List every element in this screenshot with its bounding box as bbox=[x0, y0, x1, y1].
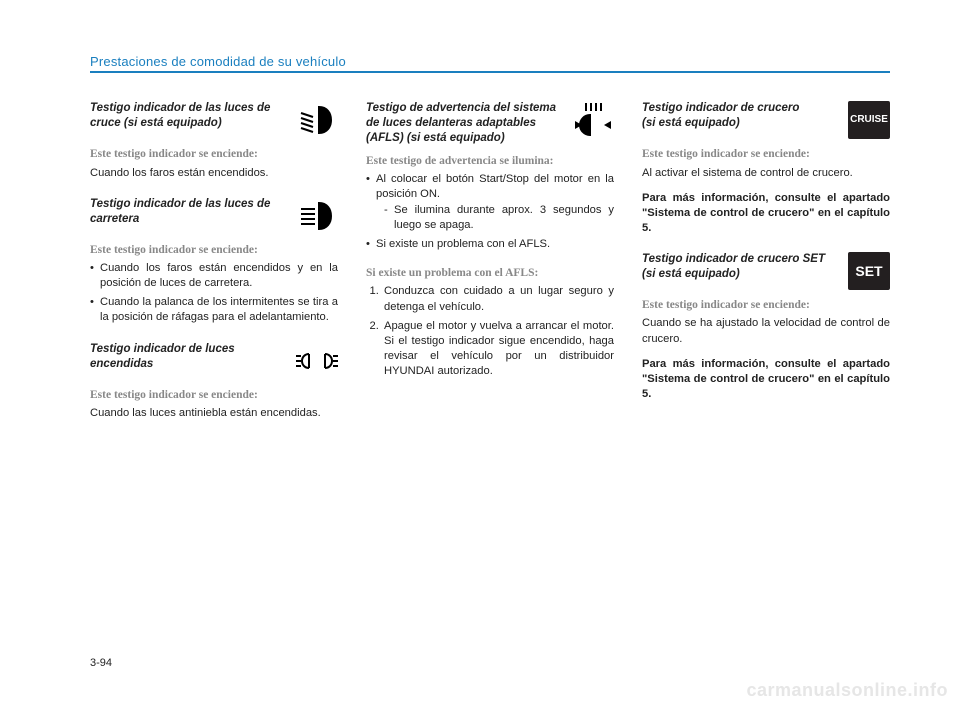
title: Testigo indicador de luces encendidas bbox=[90, 342, 288, 372]
page-number: 3-94 bbox=[90, 657, 112, 669]
subhead: Este testigo indicador se enciende: bbox=[642, 147, 890, 163]
block-high-beam: Testigo indicador de las luces de carret… bbox=[90, 197, 338, 326]
body-text: Al activar el sistema de control de cruc… bbox=[642, 166, 890, 181]
cruise-icon: CRUISE bbox=[848, 101, 890, 139]
block-cruise-set: Testigo indicador de crucero SET (si est… bbox=[642, 252, 890, 402]
subhead: Este testigo de advertencia se ilumina: bbox=[366, 154, 614, 170]
title: Testigo indicador de las luces de carret… bbox=[90, 197, 288, 227]
section-header: Prestaciones de comodidad de su vehículo bbox=[90, 54, 890, 69]
dash-item: Se ilumina durante aprox. 3 segundos y l… bbox=[376, 203, 614, 233]
numbered-list: Conduzca con cuidado a un lugar seguro y… bbox=[366, 284, 614, 379]
list-item: Cuando los faros están encendidos y en l… bbox=[90, 261, 338, 291]
reference: Para más información, consulte el aparta… bbox=[642, 191, 890, 236]
header-rule bbox=[90, 71, 890, 73]
subhead: Este testigo indicador se enciende: bbox=[90, 388, 338, 404]
set-icon: SET bbox=[848, 252, 890, 290]
subhead: Este testigo indicador se enciende: bbox=[642, 298, 890, 314]
column-1: Testigo indicador de las luces de cruce … bbox=[90, 101, 338, 437]
body-text: Cuando los faros están encendidos. bbox=[90, 166, 338, 181]
high-beam-icon bbox=[296, 197, 338, 235]
column-3: Testigo indicador de crucero (si está eq… bbox=[642, 101, 890, 437]
subhead: Este testigo indicador se enciende: bbox=[90, 243, 338, 259]
list-item: Cuando la palanca de los intermitentes s… bbox=[90, 295, 338, 325]
subhead: Este testigo indicador se enciende: bbox=[90, 147, 338, 163]
columns: Testigo indicador de las luces de cruce … bbox=[90, 101, 890, 437]
block-cruise: Testigo indicador de crucero (si está eq… bbox=[642, 101, 890, 236]
body-text: Cuando se ha ajustado la velocidad de co… bbox=[642, 316, 890, 346]
column-2: Testigo de advertencia del sistema de lu… bbox=[366, 101, 614, 437]
list-item: Si existe un problema con el AFLS. bbox=[366, 237, 614, 252]
title: Testigo indicador de las luces de cruce … bbox=[90, 101, 288, 131]
block-fog-lights: Testigo indicador de luces encendidas bbox=[90, 342, 338, 422]
fog-light-icon bbox=[296, 342, 338, 380]
title: Testigo indicador de crucero (si está eq… bbox=[642, 101, 840, 131]
afls-icon bbox=[572, 101, 614, 139]
subhead: Si existe un problema con el AFLS: bbox=[366, 266, 614, 282]
list-item-text: Al colocar el botón Start/Stop del motor… bbox=[376, 173, 614, 200]
bullet-list: Al colocar el botón Start/Stop del motor… bbox=[366, 172, 614, 252]
list-item: Apague el motor y vuelva a arrancar el m… bbox=[382, 319, 614, 379]
bullet-list: Cuando los faros están encendidos y en l… bbox=[90, 261, 338, 325]
manual-page: Prestaciones de comodidad de su vehículo… bbox=[0, 0, 960, 707]
block-low-beam: Testigo indicador de las luces de cruce … bbox=[90, 101, 338, 181]
list-item: Conduzca con cuidado a un lugar seguro y… bbox=[382, 284, 614, 314]
body-text: Cuando las luces antiniebla están encend… bbox=[90, 406, 338, 421]
block-afls: Testigo de advertencia del sistema de lu… bbox=[366, 101, 614, 379]
title: Testigo de advertencia del sistema de lu… bbox=[366, 101, 564, 146]
low-beam-icon bbox=[296, 101, 338, 139]
watermark: carmanualsonline.info bbox=[746, 680, 948, 701]
title: Testigo indicador de crucero SET (si est… bbox=[642, 252, 840, 282]
reference: Para más información, consulte el aparta… bbox=[642, 357, 890, 402]
list-item: Al colocar el botón Start/Stop del motor… bbox=[366, 172, 614, 232]
